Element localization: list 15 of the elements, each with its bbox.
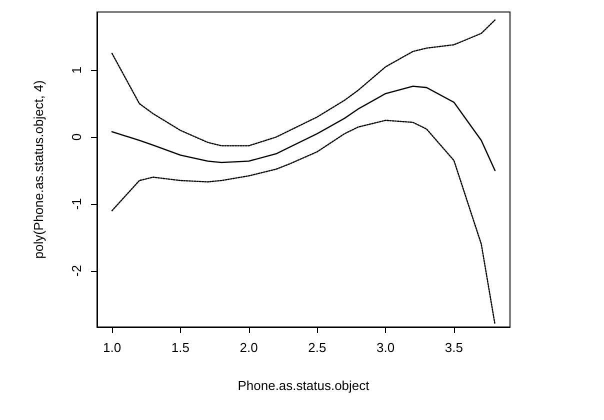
line-series <box>111 19 496 146</box>
line-series <box>111 120 496 325</box>
y-tick-label: 0 <box>69 133 84 141</box>
y-tick-label: 1 <box>69 66 84 74</box>
y-tick-label: -2 <box>69 265 84 277</box>
x-axis-title: Phone.as.status.object <box>238 378 370 393</box>
x-tick-label: 1.5 <box>171 340 190 355</box>
x-tick-label: 3.5 <box>444 340 463 355</box>
y-axis-title: poly(Phone.as.status.object, 4) <box>31 80 46 259</box>
x-tick-label: 2.0 <box>240 340 258 355</box>
line-series <box>111 86 496 172</box>
x-tick-label: 3.0 <box>376 340 395 355</box>
x-tick-label: 1.0 <box>103 340 122 355</box>
x-tick-label: 2.5 <box>308 340 326 355</box>
y-tick-label: -1 <box>69 198 84 210</box>
